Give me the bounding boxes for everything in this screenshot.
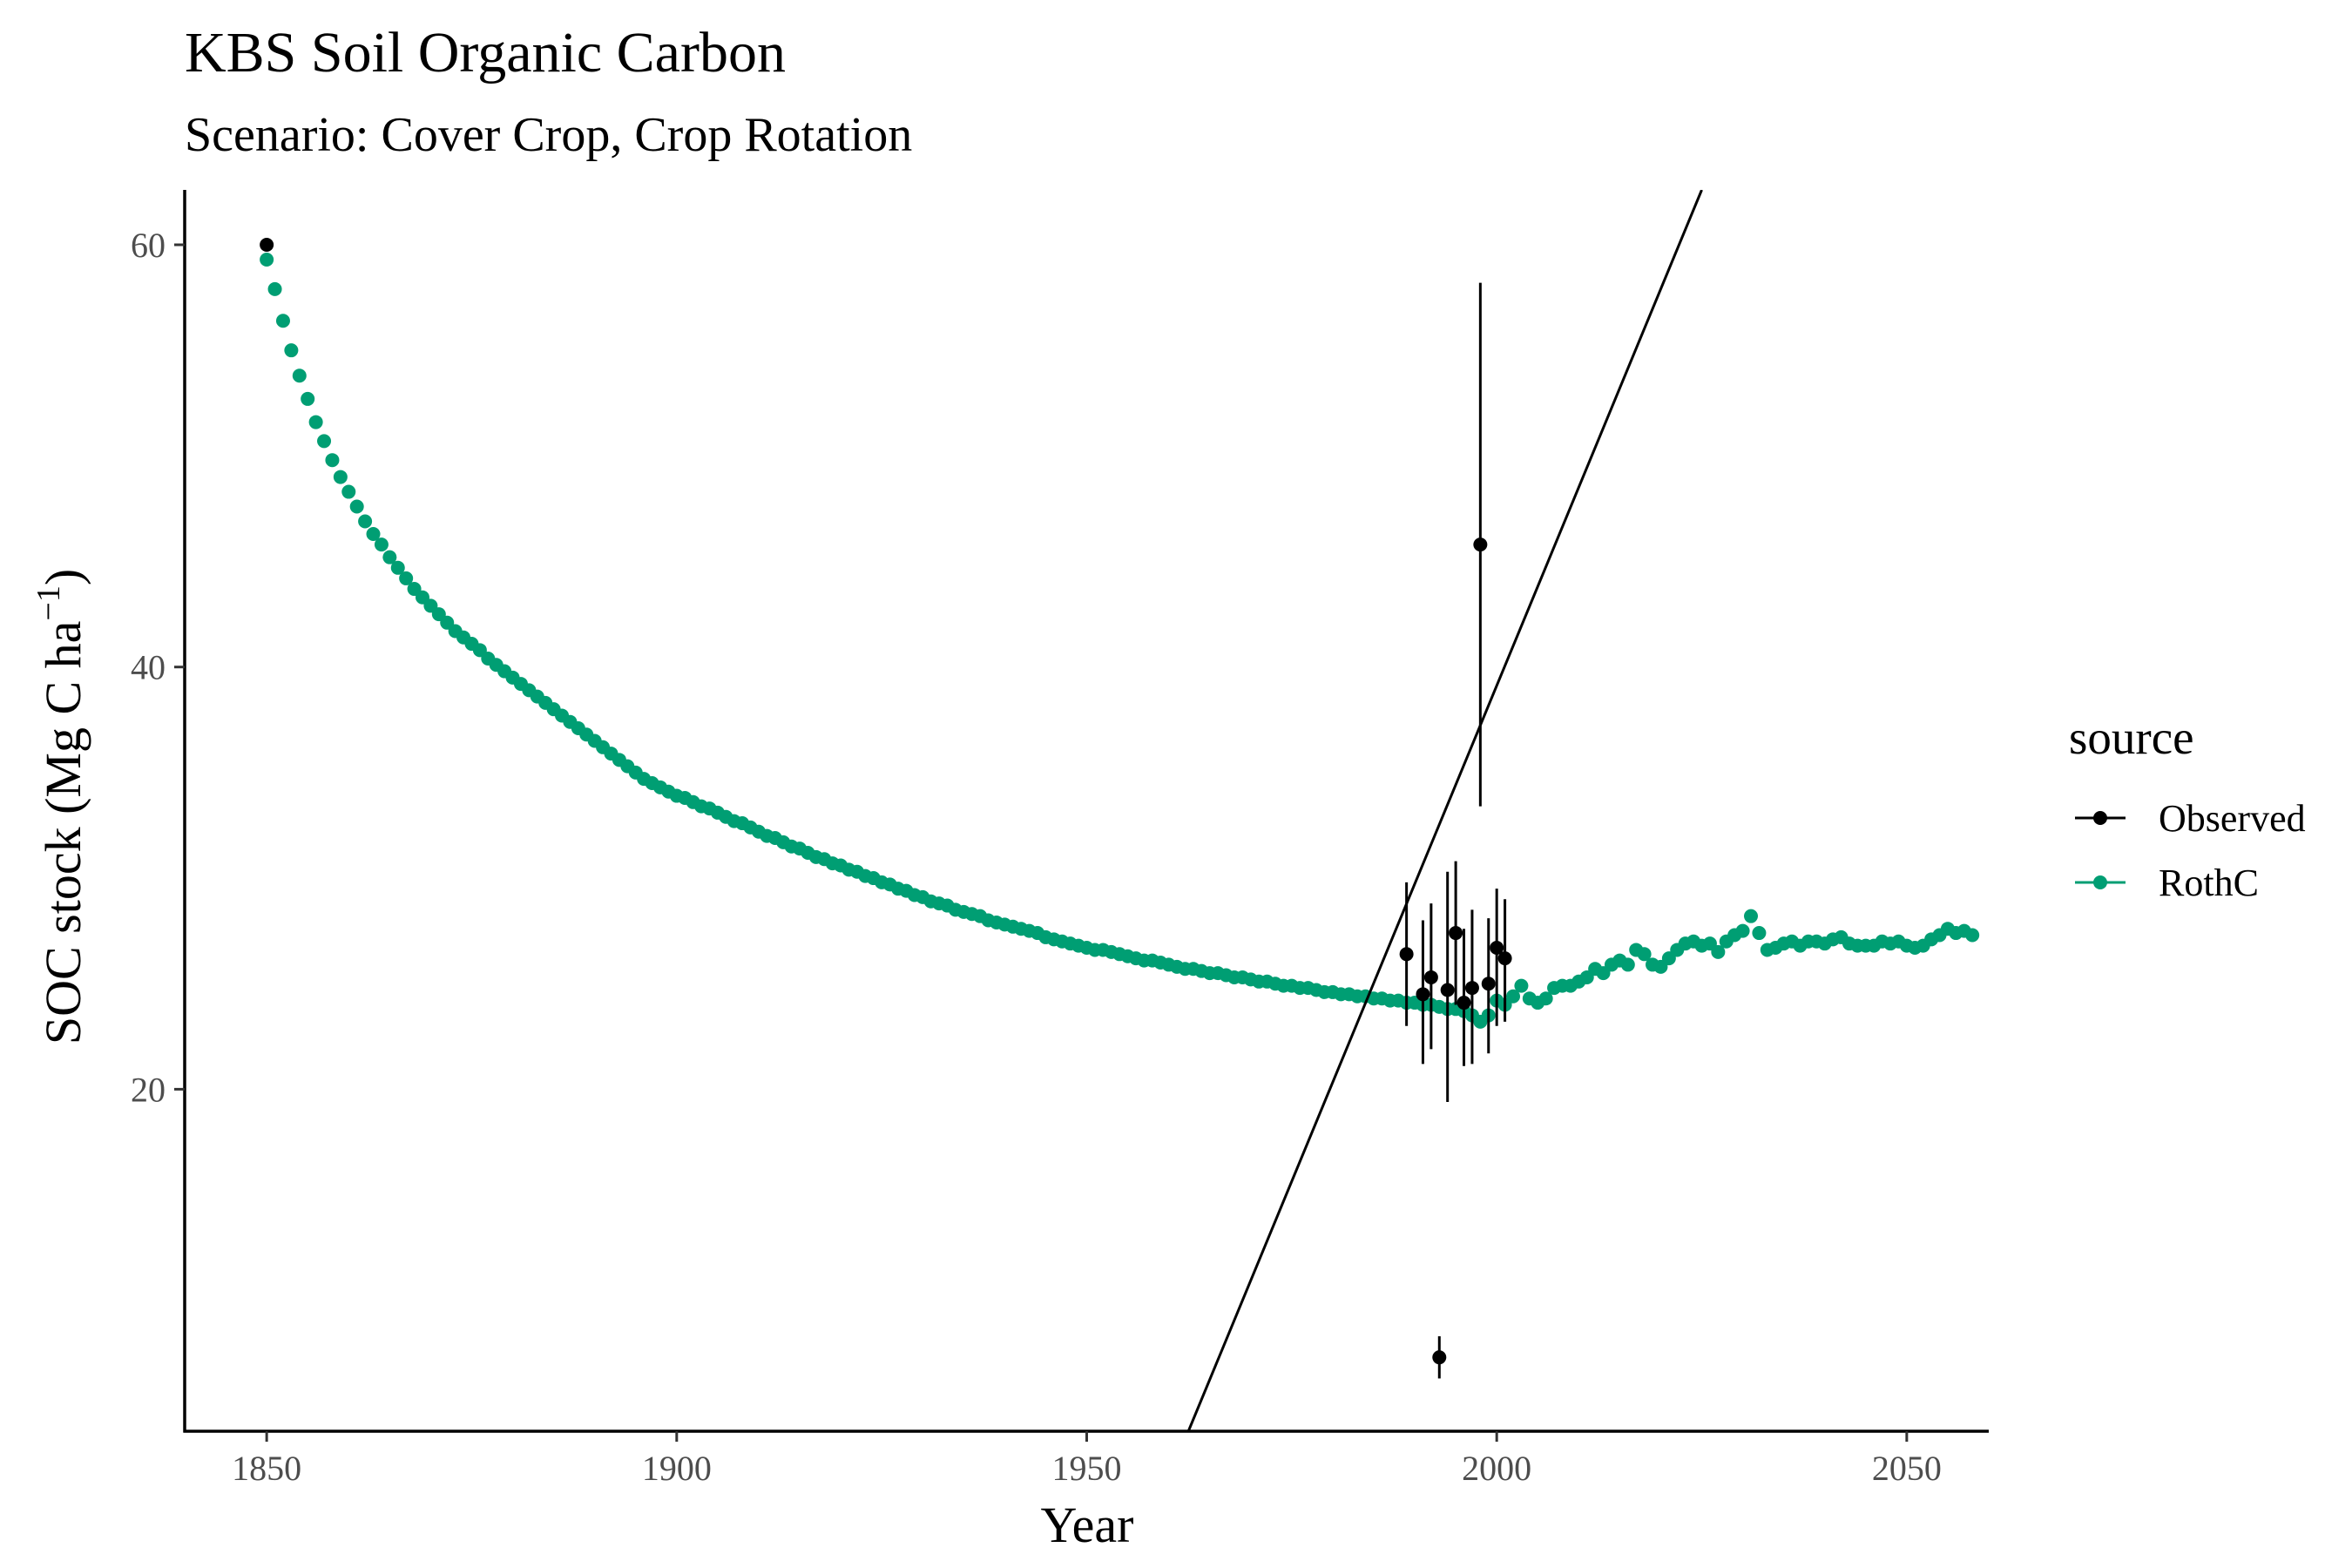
x-tick-label: 1900 — [642, 1449, 712, 1488]
reference-line — [1186, 190, 1703, 1431]
x-tick-label: 1950 — [1052, 1449, 1122, 1488]
chart-title: KBS Soil Organic Carbon — [185, 21, 786, 84]
observed-point — [1449, 926, 1463, 941]
rothc-point — [333, 470, 348, 484]
legend-item-observed: Observed — [2075, 797, 2306, 840]
rothc-point — [325, 453, 340, 468]
x-tick-label: 1850 — [232, 1449, 301, 1488]
observed-point — [1481, 977, 1496, 991]
legend-key-observed-point — [2093, 811, 2107, 825]
rothc-point — [358, 514, 373, 529]
legend-label-rothc: RothC — [2159, 862, 2259, 904]
y-axis-title-close: ) — [35, 569, 91, 585]
legend-title: source — [2069, 711, 2194, 764]
rothc-point — [1514, 978, 1529, 993]
y-axis-title-superscript: −1 — [30, 585, 67, 620]
rothc-point — [374, 537, 389, 552]
x-tick-label: 2000 — [1462, 1449, 1531, 1488]
observed-point — [1440, 983, 1455, 997]
rothc-point — [317, 434, 332, 449]
legend-label-observed: Observed — [2159, 797, 2306, 840]
plot-marks — [260, 190, 1980, 1431]
rothc-point — [366, 527, 381, 542]
rothc-point — [275, 314, 290, 328]
x-axis-title: Year — [1041, 1497, 1134, 1553]
rothc-point — [1538, 991, 1553, 1006]
y-tick-label: 60 — [131, 226, 166, 265]
rothc-point — [341, 484, 356, 499]
rothc-point — [267, 281, 282, 296]
y-tick-label: 20 — [131, 1070, 166, 1109]
rothc-point — [1965, 928, 1980, 943]
observed-point — [1490, 941, 1504, 956]
rothc-point — [292, 368, 307, 383]
observed-point — [260, 238, 274, 253]
rothc-point — [308, 415, 323, 429]
observed-point — [1432, 1350, 1447, 1365]
rothc-point — [301, 391, 315, 406]
rothc-point — [399, 571, 414, 585]
legend-key-rothc-point — [2093, 875, 2107, 889]
rothc-point — [1735, 923, 1750, 938]
rothc-point — [390, 560, 405, 575]
y-axis-title: SOC stock (Mg C ha−1) — [30, 569, 91, 1044]
observed-point — [1497, 951, 1512, 966]
rothc-point — [1637, 947, 1652, 962]
rothc-point — [1752, 926, 1767, 941]
rothc-point — [382, 550, 397, 564]
rothc-point — [1744, 909, 1759, 923]
rothc-point — [1506, 989, 1521, 1004]
axes: 1850 1900 1950 2000 2050 20 40 60 — [131, 190, 1989, 1488]
chart-subtitle: Scenario: Cover Crop, Crop Rotation — [185, 108, 912, 162]
x-tick-label: 2050 — [1872, 1449, 1942, 1488]
observed-point — [1464, 981, 1479, 996]
y-axis-title-main: SOC stock (Mg C ha — [35, 621, 91, 1045]
observed-point — [1399, 947, 1414, 962]
observed-point — [1416, 987, 1430, 1002]
plot-area — [260, 190, 1980, 1431]
rothc-point — [284, 343, 299, 358]
rothc-point — [1620, 957, 1635, 972]
y-tick-label: 40 — [131, 648, 166, 687]
rothc-point — [349, 499, 364, 514]
observed-point — [1423, 970, 1438, 984]
rothc-point — [1711, 944, 1726, 959]
observed-point — [1456, 996, 1471, 1010]
legend-item-rothc: RothC — [2075, 862, 2259, 904]
rothc-point — [260, 252, 274, 267]
legend: source Observed RothC — [2069, 711, 2306, 904]
observed-point — [1473, 537, 1488, 552]
